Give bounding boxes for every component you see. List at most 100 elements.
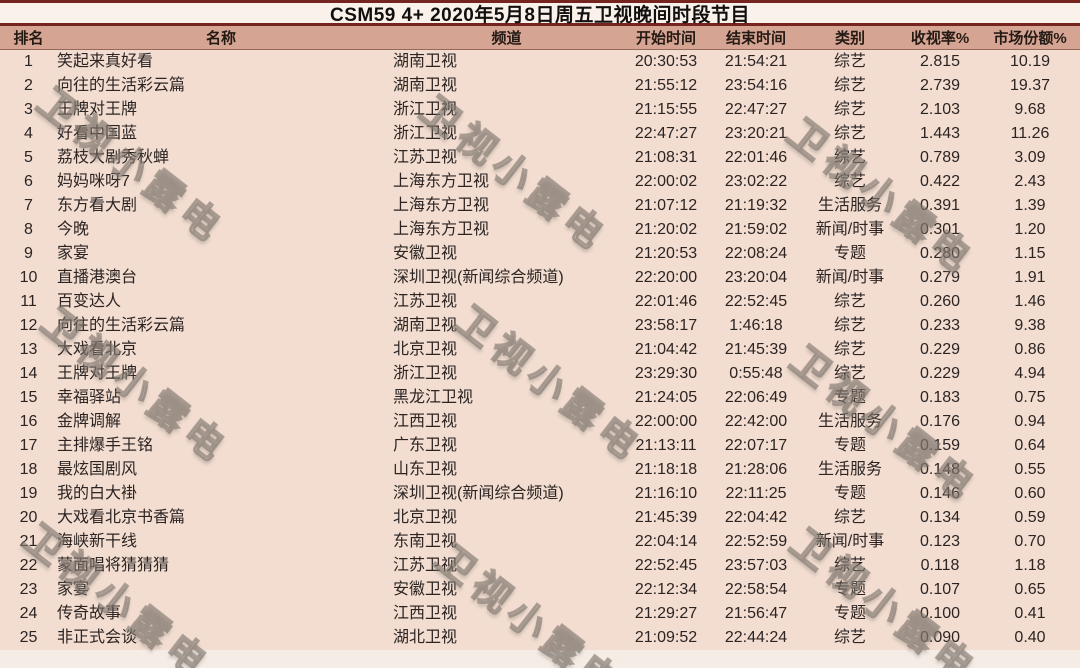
column-header-rank: 排名 <box>0 26 57 50</box>
cell-category: 综艺 <box>800 553 900 578</box>
cell-category: 综艺 <box>800 121 900 146</box>
cell-rating: 0.118 <box>900 553 980 578</box>
table-row: 11 百变达人 江苏卫视 22:01:46 22:52:45 综艺 0.260 … <box>0 289 1080 314</box>
cell-rank: 6 <box>0 169 57 194</box>
table-body: 1 笑起来真好看 湖南卫视 20:30:53 21:54:21 综艺 2.815… <box>0 49 1080 650</box>
table-row: 24 传奇故事 江西卫视 21:29:27 21:56:47 专题 0.100 … <box>0 601 1080 626</box>
cell-rating: 0.090 <box>900 625 980 650</box>
cell-rating: 0.148 <box>900 457 980 482</box>
cell-name: 主排爆手王铭 <box>57 433 385 458</box>
cell-rank: 20 <box>0 505 57 530</box>
cell-rank: 21 <box>0 529 57 554</box>
cell-rating: 0.123 <box>900 529 980 554</box>
cell-rating: 0.134 <box>900 505 980 530</box>
cell-share: 0.41 <box>980 601 1080 626</box>
cell-share: 1.15 <box>980 241 1080 266</box>
cell-channel: 江苏卫视 <box>385 289 620 314</box>
cell-share: 2.43 <box>980 169 1080 194</box>
cell-end-time: 22:44:24 <box>712 625 800 650</box>
cell-channel: 江苏卫视 <box>385 145 620 170</box>
cell-channel: 深圳卫视(新闻综合频道) <box>385 481 620 506</box>
cell-rank: 9 <box>0 241 57 266</box>
cell-channel: 湖南卫视 <box>385 49 620 74</box>
cell-share: 1.20 <box>980 217 1080 242</box>
cell-rating: 0.301 <box>900 217 980 242</box>
cell-name: 家宴 <box>57 577 385 602</box>
cell-channel: 安徽卫视 <box>385 241 620 266</box>
table-row: 16 金牌调解 江西卫视 22:00:00 22:42:00 生活服务 0.17… <box>0 409 1080 434</box>
cell-start-time: 22:00:00 <box>620 409 712 434</box>
cell-name: 向往的生活彩云篇 <box>57 73 385 98</box>
cell-rank: 5 <box>0 145 57 170</box>
column-header-category: 类别 <box>800 26 900 50</box>
table-row: 15 幸福驿站 黑龙江卫视 21:24:05 22:06:49 专题 0.183… <box>0 385 1080 410</box>
table-row: 2 向往的生活彩云篇 湖南卫视 21:55:12 23:54:16 综艺 2.7… <box>0 73 1080 98</box>
cell-end-time: 23:20:21 <box>712 121 800 146</box>
cell-rating: 0.260 <box>900 289 980 314</box>
cell-share: 0.59 <box>980 505 1080 530</box>
cell-rank: 16 <box>0 409 57 434</box>
cell-start-time: 21:18:18 <box>620 457 712 482</box>
cell-end-time: 22:47:27 <box>712 97 800 122</box>
top-divider <box>0 0 1080 3</box>
column-header-start-time: 开始时间 <box>620 26 712 50</box>
ratings-table: 排名 名称 频道 开始时间 结束时间 类别 收视率% 市场份额% 1 笑起来真好… <box>0 26 1080 650</box>
cell-rating: 0.229 <box>900 361 980 386</box>
table-row: 1 笑起来真好看 湖南卫视 20:30:53 21:54:21 综艺 2.815… <box>0 49 1080 74</box>
cell-start-time: 23:58:17 <box>620 313 712 338</box>
cell-name: 荔枝大剧秀秋蝉 <box>57 145 385 170</box>
cell-start-time: 22:01:46 <box>620 289 712 314</box>
cell-start-time: 22:52:45 <box>620 553 712 578</box>
cell-share: 9.68 <box>980 97 1080 122</box>
cell-channel: 江苏卫视 <box>385 553 620 578</box>
cell-rank: 1 <box>0 49 57 74</box>
cell-end-time: 21:54:21 <box>712 49 800 74</box>
cell-name: 直播港澳台 <box>57 265 385 290</box>
cell-channel: 浙江卫视 <box>385 361 620 386</box>
table-row: 21 海峡新干线 东南卫视 22:04:14 22:52:59 新闻/时事 0.… <box>0 529 1080 554</box>
cell-category: 综艺 <box>800 73 900 98</box>
cell-rank: 12 <box>0 313 57 338</box>
cell-category: 综艺 <box>800 505 900 530</box>
cell-share: 1.91 <box>980 265 1080 290</box>
cell-name: 非正式会谈 <box>57 625 385 650</box>
cell-share: 1.18 <box>980 553 1080 578</box>
cell-name: 海峡新干线 <box>57 529 385 554</box>
cell-end-time: 22:01:46 <box>712 145 800 170</box>
table-row: 14 王牌对王牌 浙江卫视 23:29:30 0:55:48 综艺 0.229 … <box>0 361 1080 386</box>
cell-name: 好看中国蓝 <box>57 121 385 146</box>
cell-rank: 3 <box>0 97 57 122</box>
cell-name: 王牌对王牌 <box>57 361 385 386</box>
cell-share: 0.55 <box>980 457 1080 482</box>
cell-channel: 东南卫视 <box>385 529 620 554</box>
cell-start-time: 23:29:30 <box>620 361 712 386</box>
cell-share: 19.37 <box>980 73 1080 98</box>
cell-start-time: 22:12:34 <box>620 577 712 602</box>
table-row: 8 今晚 上海东方卫视 21:20:02 21:59:02 新闻/时事 0.30… <box>0 217 1080 242</box>
cell-channel: 黑龙江卫视 <box>385 385 620 410</box>
cell-start-time: 21:15:55 <box>620 97 712 122</box>
cell-category: 生活服务 <box>800 409 900 434</box>
cell-start-time: 21:04:42 <box>620 337 712 362</box>
cell-channel: 山东卫视 <box>385 457 620 482</box>
cell-category: 新闻/时事 <box>800 217 900 242</box>
cell-end-time: 21:45:39 <box>712 337 800 362</box>
cell-start-time: 21:20:53 <box>620 241 712 266</box>
cell-rating: 2.739 <box>900 73 980 98</box>
cell-start-time: 22:20:00 <box>620 265 712 290</box>
cell-category: 综艺 <box>800 625 900 650</box>
title-bar: CSM59 4+ 2020年5月8日周五卫视晚间时段节目 <box>0 3 1080 26</box>
cell-rating: 0.280 <box>900 241 980 266</box>
cell-share: 4.94 <box>980 361 1080 386</box>
cell-rating: 0.422 <box>900 169 980 194</box>
cell-channel: 湖北卫视 <box>385 625 620 650</box>
table-header-row: 排名 名称 频道 开始时间 结束时间 类别 收视率% 市场份额% <box>0 26 1080 50</box>
cell-start-time: 21:24:05 <box>620 385 712 410</box>
cell-end-time: 22:52:45 <box>712 289 800 314</box>
cell-rank: 2 <box>0 73 57 98</box>
cell-channel: 上海东方卫视 <box>385 193 620 218</box>
cell-rank: 11 <box>0 289 57 314</box>
cell-start-time: 20:30:53 <box>620 49 712 74</box>
cell-channel: 江西卫视 <box>385 409 620 434</box>
cell-end-time: 21:28:06 <box>712 457 800 482</box>
